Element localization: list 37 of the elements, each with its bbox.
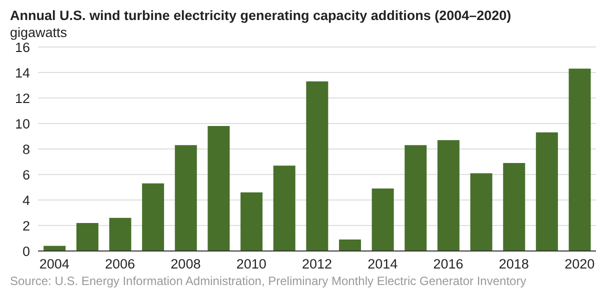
bar: [372, 188, 394, 251]
bar: [208, 126, 230, 251]
y-tick-label: 14: [14, 65, 30, 80]
x-tick-label: 2018: [498, 256, 529, 272]
y-tick-label: 2: [22, 218, 30, 234]
bar: [174, 145, 197, 251]
x-tick-label: 2020: [564, 256, 595, 272]
y-tick-label: 8: [22, 142, 30, 157]
bar: [142, 183, 164, 251]
source-note: Source: U.S. Energy Information Administration, Preliminary Monthly Electric Generator Inventory: [10, 274, 526, 288]
bar: [76, 222, 98, 251]
bar: [306, 81, 328, 251]
bar: [437, 140, 460, 251]
bar: [240, 192, 263, 251]
x-tick-label: 2006: [105, 256, 136, 272]
x-tick-label: 2012: [302, 256, 332, 272]
chart-title: Annual U.S. wind turbine electricity generating capacity additions (2004–2020): [10, 8, 512, 23]
x-tick-label: 2008: [170, 256, 201, 272]
x-tick-label: 2004: [39, 256, 70, 272]
x-tick-label: 2016: [433, 256, 464, 272]
y-tick-label: 12: [14, 90, 30, 106]
y-tick-label: 16: [14, 40, 30, 55]
y-tick-label: 0: [22, 244, 30, 259]
bar: [273, 166, 296, 251]
bar: [568, 68, 591, 251]
bar: [109, 218, 132, 251]
x-tick-label: 2010: [236, 256, 266, 272]
y-axis-title: gigawatts: [10, 25, 68, 40]
bar: [338, 240, 361, 251]
bar: [470, 173, 492, 251]
bar: [503, 163, 526, 251]
y-tick-label: 10: [14, 116, 30, 132]
x-tick-label: 2014: [368, 256, 398, 272]
y-tick-label: 4: [22, 192, 30, 208]
y-tick-label: 6: [22, 167, 30, 182]
bar: [404, 145, 427, 251]
bar: [536, 132, 558, 251]
